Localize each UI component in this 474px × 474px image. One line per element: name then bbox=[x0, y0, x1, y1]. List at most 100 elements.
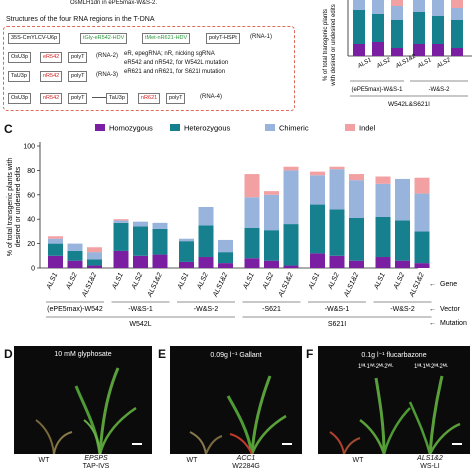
x-tick-label-10: ALS1 bbox=[242, 272, 256, 291]
x-tick-label-16: ALS1 bbox=[373, 272, 387, 291]
panel-b-ylabel: % of total transgenic plants bbox=[323, 9, 329, 81]
panel-b-bar-4 bbox=[413, 0, 425, 56]
panel-b-xtick-5: ALS2 bbox=[435, 57, 452, 70]
y-tick-label: 20 bbox=[27, 241, 35, 248]
bar-heterozygous-11 bbox=[264, 230, 279, 261]
panel-b-bar-1 bbox=[353, 0, 365, 56]
bar-homozygous-10 bbox=[244, 258, 260, 268]
panel-b-chart: % of total transgenic plants with desire… bbox=[323, 0, 472, 108]
row-label-mutation: Mutation bbox=[440, 320, 467, 327]
bar-indel-3 bbox=[87, 247, 102, 253]
panel-f-plant1-genotype: 1ᴹᴸ1ᵂᴸ2ᴹᴸ2ᵂᴸ bbox=[358, 364, 394, 370]
panel-d-line: EPSPS TAP-IVS bbox=[76, 455, 116, 471]
y-tick-label: 0 bbox=[31, 266, 35, 273]
y-tick-label: 80 bbox=[27, 168, 35, 175]
bar-heterozygous-2 bbox=[67, 250, 83, 261]
bar-heterozygous-18 bbox=[414, 231, 430, 264]
panel-e-gene: ACC1 bbox=[236, 455, 256, 462]
bar-chimeric-8 bbox=[198, 207, 214, 226]
x-tick-label-18: ALS1&2 bbox=[408, 272, 426, 299]
x-tick-label-12: ALS1&2 bbox=[277, 272, 295, 299]
panel-b-vector-2: -W&S-2 bbox=[429, 87, 451, 93]
rna3-term: polyT bbox=[68, 71, 88, 82]
legend-label-homozygous: Homozygous bbox=[109, 124, 153, 133]
figure-text-snippet: OsMLH1dn in ePE5max-W&S-2. bbox=[70, 0, 158, 6]
rna4-guide2: nR621 bbox=[138, 93, 161, 104]
bar-heterozygous-1 bbox=[48, 243, 63, 256]
bar-chimeric-5 bbox=[133, 221, 148, 227]
y-axis-label-1: % of total transgenic plants with bbox=[7, 158, 14, 257]
panel-b-bar-2 bbox=[372, 0, 384, 56]
bar-homozygous-2 bbox=[67, 260, 83, 268]
rna2-tag: (RNA-2) bbox=[96, 53, 118, 59]
legend-label-heterozygous: Heterozygous bbox=[184, 124, 231, 133]
x-tick-label-9: ALS1&2 bbox=[212, 272, 230, 299]
structures-frame bbox=[3, 26, 295, 111]
y-tick-label: 40 bbox=[27, 217, 35, 224]
legend-swatch-indel bbox=[345, 124, 355, 131]
panel-c-letter: C bbox=[4, 122, 13, 136]
panel-e-treatment: 0.09g l⁻¹ Gallant bbox=[210, 352, 262, 359]
vector-group-label-1: (ePE5max)-W542 bbox=[47, 306, 103, 313]
panel-b-ylabel-2: with desired or undesired edits bbox=[331, 4, 337, 86]
rna2-guide: eR542 bbox=[40, 52, 63, 63]
bar-chimeric-2 bbox=[67, 243, 83, 251]
bar-chimeric-7 bbox=[179, 238, 194, 242]
rna4-linker bbox=[92, 97, 106, 98]
panel-d-wt: WT bbox=[38, 457, 50, 464]
panel-b-bar-3 bbox=[391, 0, 403, 56]
bar-homozygous-5 bbox=[133, 255, 148, 268]
bar-heterozygous-13 bbox=[310, 204, 325, 254]
bar-homozygous-13 bbox=[310, 253, 325, 268]
row-arrow-vector: ← bbox=[429, 306, 436, 313]
panel-f-letter: F bbox=[306, 347, 314, 361]
panel-b-vector-1: (ePE5max)-W&S-1 bbox=[351, 87, 403, 93]
bar-heterozygous-5 bbox=[133, 226, 148, 256]
bar-chimeric-12 bbox=[283, 170, 299, 225]
bar-homozygous-7 bbox=[179, 261, 194, 268]
legend-swatch-heterozygous bbox=[170, 124, 180, 131]
bar-indel-12 bbox=[283, 166, 299, 171]
rna4-tag: (RNA-4) bbox=[200, 94, 222, 100]
bar-chimeric-16 bbox=[375, 183, 391, 217]
panel-f-treatment: 0.1g l⁻¹ flucarbazone bbox=[361, 352, 427, 359]
panel-b-mutation: W542L&S621I bbox=[388, 101, 430, 108]
x-tick-label-4: ALS1 bbox=[111, 272, 125, 291]
bar-heterozygous-8 bbox=[198, 225, 214, 258]
legend-label-indel: Indel bbox=[359, 124, 376, 133]
bar-indel-15 bbox=[349, 174, 364, 181]
rna4-term1: polyT bbox=[68, 93, 88, 104]
bar-homozygous-18 bbox=[414, 263, 430, 268]
panel-f-allele: WS-LI bbox=[420, 463, 440, 470]
rna2-term: polyT bbox=[68, 52, 88, 63]
bar-homozygous-4 bbox=[113, 250, 129, 268]
y-tick-label: 100 bbox=[23, 144, 35, 151]
bar-chimeric-3 bbox=[87, 252, 102, 260]
panel-e-plants bbox=[189, 375, 292, 454]
panel-f-plant2-genotype: 1ᴹᴸ1ᴹᴸ2ᴹᴸ2ᴹᴸ bbox=[414, 364, 449, 370]
mutation-group-label-1: W542L bbox=[129, 321, 151, 328]
vector-group-label-6: -W&S-2 bbox=[390, 306, 415, 313]
panel-b-bar-6 bbox=[451, 0, 463, 56]
panel-e-line: ACC1 W2284G bbox=[224, 455, 268, 471]
bar-homozygous-17 bbox=[395, 260, 410, 268]
bar-chimeric-9 bbox=[218, 239, 233, 253]
bar-chimeric-18 bbox=[414, 193, 430, 232]
x-tick-label-6: ALS1&2 bbox=[146, 272, 164, 299]
rna1-term: polyT-HSPt bbox=[206, 33, 240, 44]
panel-e-letter: E bbox=[158, 347, 167, 361]
bar-chimeric-4 bbox=[113, 220, 129, 223]
panel-b-xtick-1: ALS1 bbox=[356, 57, 373, 70]
x-tick-label-5: ALS2 bbox=[130, 272, 144, 291]
x-tick-label-7: ALS1 bbox=[176, 272, 190, 291]
bar-homozygous-14 bbox=[329, 255, 345, 268]
panel-d-treatment: 10 mM glyphosate bbox=[54, 351, 112, 358]
panel-b-xtick-2: ALS2 bbox=[375, 57, 392, 70]
x-tick-label-8: ALS2 bbox=[196, 272, 210, 291]
bar-heterozygous-6 bbox=[152, 228, 168, 255]
bar-indel-16 bbox=[375, 176, 391, 184]
panel-d-plants bbox=[35, 367, 142, 454]
vector-group-label-4: -S621 bbox=[262, 306, 281, 313]
bar-homozygous-3 bbox=[87, 265, 102, 268]
rna4-promoter2: TaU3p bbox=[106, 93, 128, 104]
